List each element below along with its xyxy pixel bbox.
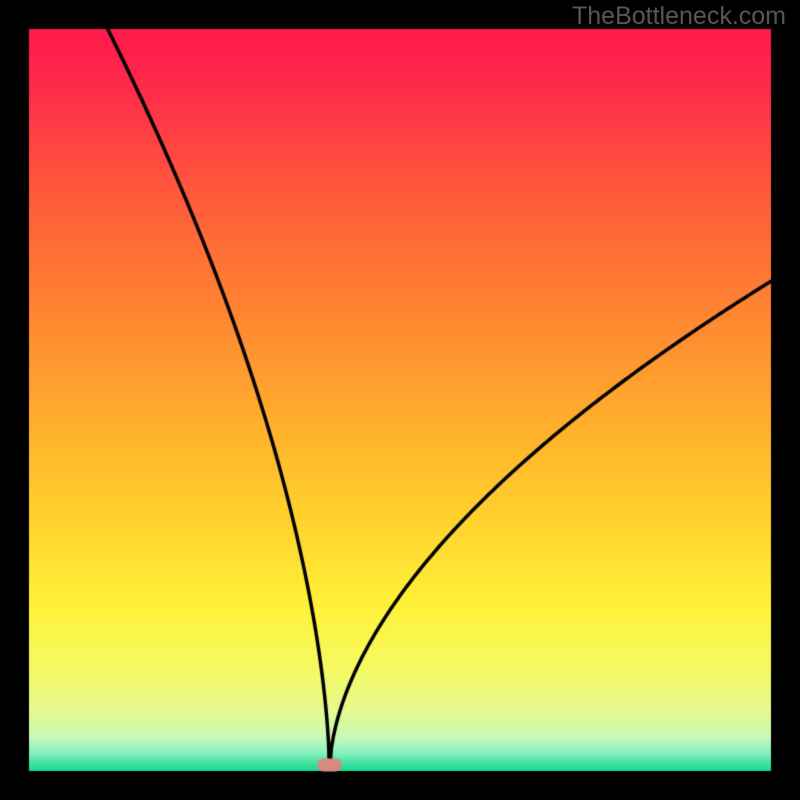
chart-stage: TheBottleneck.com (0, 0, 800, 800)
bottleneck-chart-canvas (0, 0, 800, 800)
watermark-text: TheBottleneck.com (572, 2, 786, 31)
